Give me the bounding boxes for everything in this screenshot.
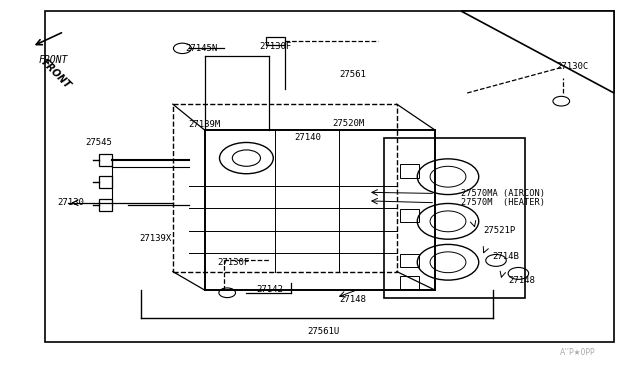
Text: A’’P★0PP: A’’P★0PP	[559, 348, 595, 357]
Text: 27570MA (AIRCON): 27570MA (AIRCON)	[461, 189, 545, 198]
Text: 27521P: 27521P	[483, 226, 515, 235]
Text: 27139X: 27139X	[140, 234, 172, 243]
Text: 27561U: 27561U	[307, 327, 339, 336]
Text: 27130: 27130	[58, 198, 84, 207]
Text: FRONT: FRONT	[40, 58, 73, 91]
Text: 2714B: 2714B	[493, 252, 520, 261]
Text: 27130F: 27130F	[259, 42, 291, 51]
Text: 27148: 27148	[339, 295, 366, 304]
Text: 27145N: 27145N	[186, 44, 218, 53]
Text: 27140: 27140	[294, 133, 321, 142]
Text: 27139M: 27139M	[189, 120, 221, 129]
Text: 27545: 27545	[85, 138, 112, 147]
Text: FRONT: FRONT	[38, 55, 68, 64]
Text: 27561: 27561	[339, 70, 366, 79]
Text: 27142: 27142	[256, 285, 283, 294]
Text: 27130F: 27130F	[218, 258, 250, 267]
Text: 27130C: 27130C	[557, 62, 589, 71]
Text: 27570M  (HEATER): 27570M (HEATER)	[461, 198, 545, 207]
Polygon shape	[461, 11, 614, 93]
Text: 27520M: 27520M	[333, 119, 365, 128]
Text: 27148: 27148	[509, 276, 536, 285]
